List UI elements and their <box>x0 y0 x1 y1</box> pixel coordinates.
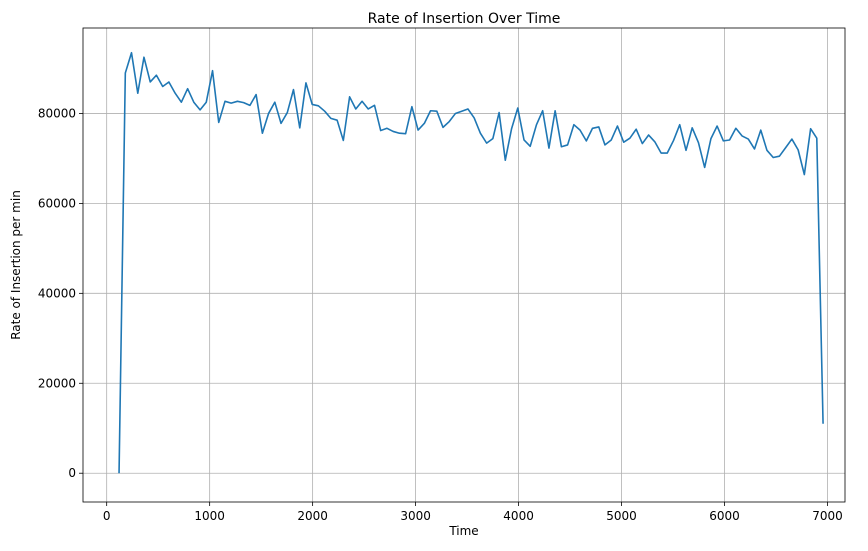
x-tick-label: 0 <box>103 509 111 523</box>
y-tick-label: 20000 <box>38 376 76 390</box>
x-tick-label: 4000 <box>503 509 534 523</box>
x-tick-label: 7000 <box>812 509 843 523</box>
x-tick-label: 1000 <box>194 509 225 523</box>
axes-frame <box>82 27 846 503</box>
line-series <box>118 51 824 474</box>
x-tick-label: 5000 <box>606 509 637 523</box>
y-axis-label: Rate of Insertion per min <box>9 190 23 340</box>
x-tick-label: 3000 <box>400 509 431 523</box>
x-axis-label: Time <box>448 524 478 538</box>
x-tick-label: 2000 <box>297 509 328 523</box>
y-tick-label: 40000 <box>38 286 76 300</box>
y-tick-label: 80000 <box>38 106 76 120</box>
chart-title: Rate of Insertion Over Time <box>368 11 561 27</box>
y-tick-label: 60000 <box>38 196 76 210</box>
plot <box>118 51 824 474</box>
y-tick-label: 0 <box>68 466 76 480</box>
grid <box>83 28 845 502</box>
x-tick-label: 6000 <box>709 509 740 523</box>
